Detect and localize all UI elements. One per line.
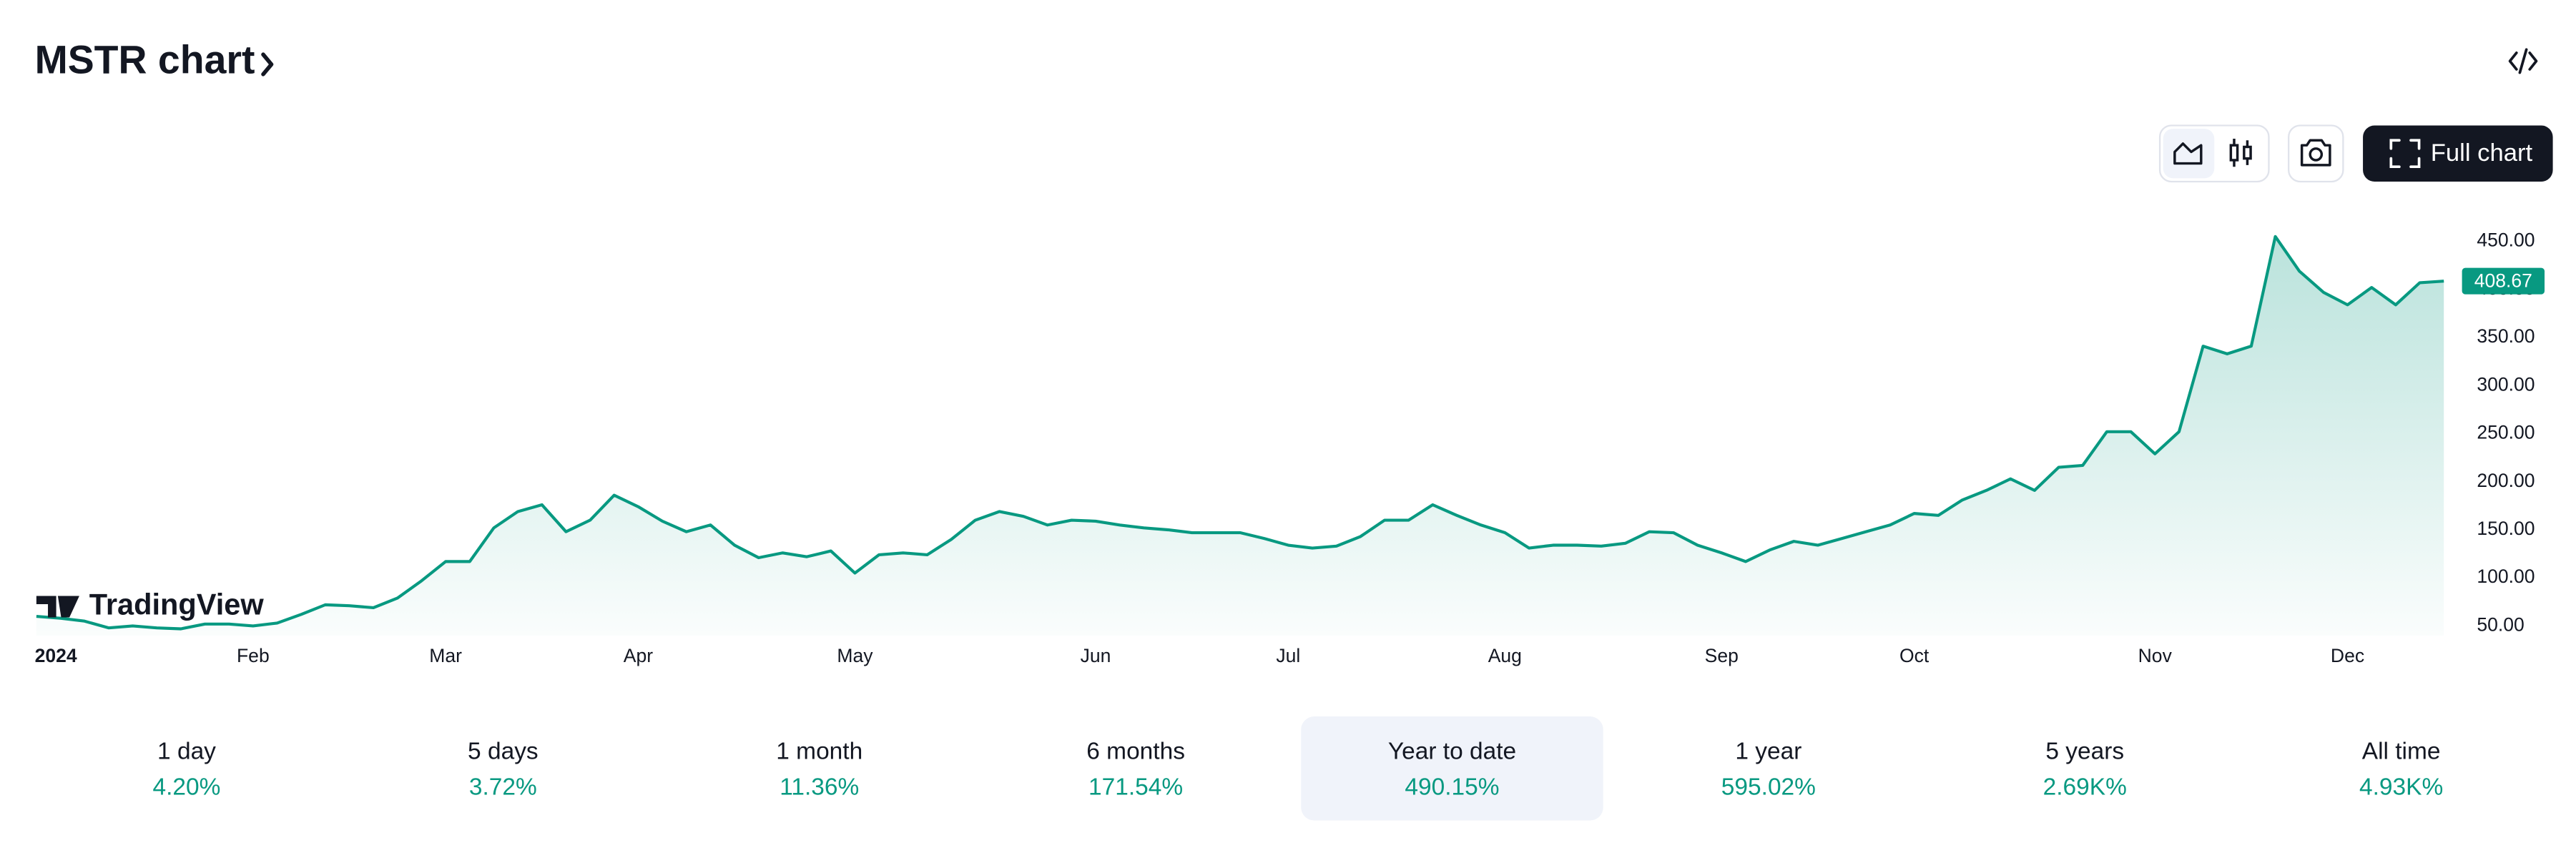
period-button[interactable] xyxy=(1301,716,1603,820)
toolbar: Full chart xyxy=(2158,124,2553,183)
y-tick-label: 350.00 xyxy=(2477,325,2535,347)
embed-icon xyxy=(2508,48,2538,74)
period-change: 11.36% xyxy=(780,774,859,800)
y-tick-label: 200.00 xyxy=(2477,470,2535,491)
candle-icon xyxy=(2243,145,2252,160)
period-change: 3.72% xyxy=(469,774,537,800)
y-tick-label: 50.00 xyxy=(2477,613,2524,635)
x-tick-label: Mar xyxy=(429,645,462,666)
period-label: Year to date xyxy=(1388,739,1516,765)
candle-style-button[interactable] xyxy=(2229,138,2252,167)
period-label: 1 year xyxy=(1735,739,1801,765)
period-label: 1 day xyxy=(157,739,216,765)
period-change: 2.69K% xyxy=(2043,774,2127,800)
header: MSTR chart xyxy=(35,37,2538,82)
area xyxy=(36,236,2444,636)
x-tick-label: Jul xyxy=(1276,645,1300,666)
x-tick-label: Sep xyxy=(1705,645,1739,666)
y-tick-label: 300.00 xyxy=(2477,373,2535,395)
period-label: 6 months xyxy=(1086,739,1185,765)
period-button[interactable] xyxy=(1618,716,1920,820)
watermark: TradingView xyxy=(89,587,265,621)
chevron-icon[interactable] xyxy=(261,52,274,77)
period-button[interactable] xyxy=(2250,716,2552,820)
period-change: 595.02% xyxy=(1721,774,1816,800)
last-price-label: 408.67 xyxy=(2474,270,2532,291)
period-button[interactable] xyxy=(985,716,1287,820)
period-label: 5 years xyxy=(2045,739,2124,765)
camera-lens xyxy=(2309,147,2324,162)
y-tick-label: 100.00 xyxy=(2477,566,2535,587)
x-tick-label: Aug xyxy=(1488,645,1522,666)
area-style-button[interactable] xyxy=(2163,129,2215,179)
period-change: 490.15% xyxy=(1405,774,1499,800)
x-tick-label: May xyxy=(837,645,873,666)
period-change: 4.93K% xyxy=(2359,774,2443,800)
x-tick-label: Dec xyxy=(2331,645,2364,666)
x-tick-label: Jun xyxy=(1081,645,1111,666)
plot: 50.00 100.00 150.00 200.00 250.00 300.00 350.0… xyxy=(35,230,2545,666)
logo-mark xyxy=(36,596,79,618)
y-tick-label: 250.00 xyxy=(2477,422,2535,443)
period-button[interactable] xyxy=(1934,716,2236,820)
area-icon xyxy=(2173,142,2203,165)
selected-period-bg xyxy=(1301,716,1603,821)
y-tick-label: 450.00 xyxy=(2477,230,2535,251)
x-tick-label: Feb xyxy=(237,645,270,666)
period-row: 1 day 4.20% 5 days 3.72% 1 month 11.36% 6 mont… xyxy=(36,716,2552,821)
price-line xyxy=(36,235,2444,631)
camera-body xyxy=(2300,139,2331,167)
embed-button[interactable] xyxy=(2508,48,2538,74)
snapshot-button[interactable] xyxy=(2288,124,2344,183)
x-tick-label: Nov xyxy=(2138,645,2173,666)
fullscreen-icon xyxy=(2389,139,2421,169)
period-change: 4.20% xyxy=(153,774,221,800)
x-tick-label: 2024 xyxy=(35,645,77,666)
full-chart-label: Full chart xyxy=(2431,139,2533,167)
period-button[interactable] xyxy=(352,716,654,820)
period-button[interactable] xyxy=(36,716,338,820)
period-label: 5 days xyxy=(468,739,539,765)
x-tick-label: Oct xyxy=(1899,645,1929,666)
y-tick-label: 150.00 xyxy=(2477,518,2535,539)
period-change: 171.54% xyxy=(1088,774,1183,800)
chart-title[interactable]: MSTR chart xyxy=(35,37,255,82)
x-tick-label: Apr xyxy=(624,645,653,666)
last-price-badge xyxy=(2462,267,2545,295)
tradingview-logo: TradingView xyxy=(36,587,265,621)
period-label: 1 month xyxy=(776,739,862,765)
period-label: All time xyxy=(2362,739,2441,765)
candle-wick xyxy=(2233,138,2249,167)
period-button[interactable] xyxy=(668,716,970,820)
camera-icon xyxy=(2300,139,2331,167)
